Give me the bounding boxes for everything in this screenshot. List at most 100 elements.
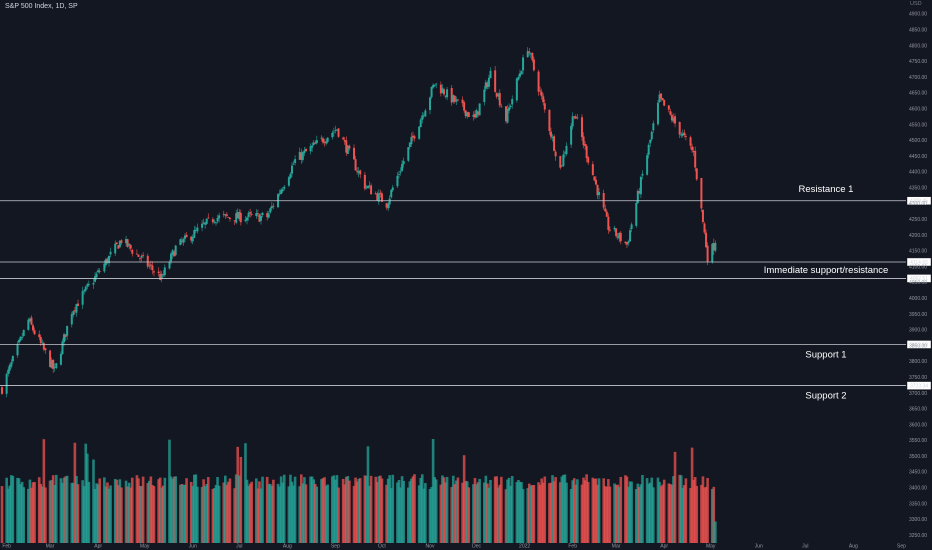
volume-bar — [87, 481, 91, 543]
candle-body — [432, 85, 435, 88]
candle-body — [117, 245, 120, 249]
candle-body — [424, 110, 427, 117]
candle-body — [387, 203, 390, 209]
volume-bar — [20, 481, 24, 543]
volume-bar — [636, 483, 640, 543]
candle-body — [160, 273, 163, 280]
volume-bar — [41, 486, 44, 543]
volume-bar — [313, 483, 317, 543]
volume-bar — [135, 475, 139, 543]
candle-body — [66, 325, 69, 336]
candle-body — [272, 205, 275, 207]
volume-bar — [574, 484, 578, 543]
volume-bar — [529, 485, 533, 543]
candle-body — [585, 145, 588, 159]
candle-body — [320, 137, 323, 139]
x-tick-label: Apr — [94, 544, 102, 550]
volume-bar — [625, 476, 629, 543]
candle-body — [670, 115, 673, 121]
candle-body — [126, 239, 129, 247]
volume-bar — [695, 485, 699, 543]
volume-bar — [661, 484, 664, 543]
candle-body — [593, 176, 596, 181]
candle-body — [5, 374, 8, 394]
candle-body — [335, 129, 338, 131]
y-tick-label: 3250.00 — [909, 533, 927, 539]
candle-body — [75, 304, 78, 313]
volume-bar — [27, 488, 30, 543]
candle-body — [638, 191, 641, 194]
candle-body — [539, 90, 542, 92]
volume-bar — [233, 488, 236, 543]
candle-body — [42, 343, 45, 350]
candle-body — [259, 215, 262, 221]
candle-body — [359, 170, 362, 175]
candle-body — [174, 245, 177, 256]
candle-body — [30, 317, 33, 325]
volume-bar — [451, 475, 455, 543]
y-tick-label: 4450.00 — [909, 154, 927, 160]
volume-bar — [593, 478, 596, 543]
candle-body — [227, 217, 230, 218]
x-tick-label: Feb — [568, 544, 577, 550]
volume-bar — [377, 476, 381, 543]
volume-bar — [267, 484, 271, 543]
candle-body — [129, 245, 132, 249]
x-tick-label: May — [140, 544, 150, 550]
volume-bar — [146, 483, 150, 543]
candle-body — [483, 89, 486, 102]
volume-bar — [658, 481, 661, 543]
candle-body — [270, 206, 273, 209]
time-axis[interactable]: Feb Mar Apr May Jun Jul Aug Sep Oct Nov Dec 2022 Feb… — [2, 544, 906, 550]
volume-bar — [487, 487, 491, 543]
volume-bar — [309, 476, 312, 543]
candle-body — [650, 131, 653, 140]
volume-bar — [272, 479, 275, 543]
candle-body — [689, 137, 692, 146]
volume-bar — [323, 477, 326, 543]
candle-body — [463, 102, 466, 111]
volume-bar — [507, 477, 511, 543]
candle-body — [300, 152, 303, 161]
candle-body — [103, 263, 106, 272]
candle-body — [616, 236, 619, 238]
candle-body — [125, 238, 128, 244]
candle-body — [292, 163, 295, 165]
volume-bar — [202, 479, 205, 543]
candle-body — [667, 105, 670, 110]
candle-body — [529, 53, 532, 55]
candle-body — [582, 136, 585, 146]
y-tick-label: 3950.00 — [909, 312, 927, 318]
candle-body — [97, 270, 100, 273]
volume-bar — [354, 477, 357, 543]
candle-body — [528, 51, 531, 53]
volume-bar — [493, 476, 497, 543]
volume-bar — [248, 483, 252, 543]
volume-bar — [205, 483, 209, 543]
candle-body — [605, 211, 608, 217]
candle-body — [691, 146, 694, 151]
volume-bar — [667, 483, 671, 543]
candle-body — [370, 185, 373, 195]
volume-bar — [352, 485, 356, 543]
y-tick-label: 3800.00 — [909, 359, 927, 365]
candle-body — [280, 189, 283, 194]
candle-body — [526, 51, 529, 58]
volume-bar — [98, 478, 101, 543]
volume-bar — [192, 474, 196, 543]
price-axis[interactable]: 3250.00 3300.00 3350.00 3400.00 3450.00 3500.… — [909, 12, 927, 539]
volume-bar — [157, 479, 160, 543]
volume-bar — [389, 488, 393, 543]
volume-bar — [607, 479, 610, 543]
volume-bar — [109, 485, 112, 543]
candle-body — [418, 126, 421, 139]
candle-body — [548, 109, 551, 132]
candle-body — [63, 334, 66, 343]
candle-body — [325, 141, 328, 144]
candle-body — [477, 111, 480, 115]
volume-bar — [120, 487, 123, 543]
volume-bar — [259, 488, 263, 543]
candle-body — [694, 150, 697, 168]
candle-body — [497, 94, 500, 97]
